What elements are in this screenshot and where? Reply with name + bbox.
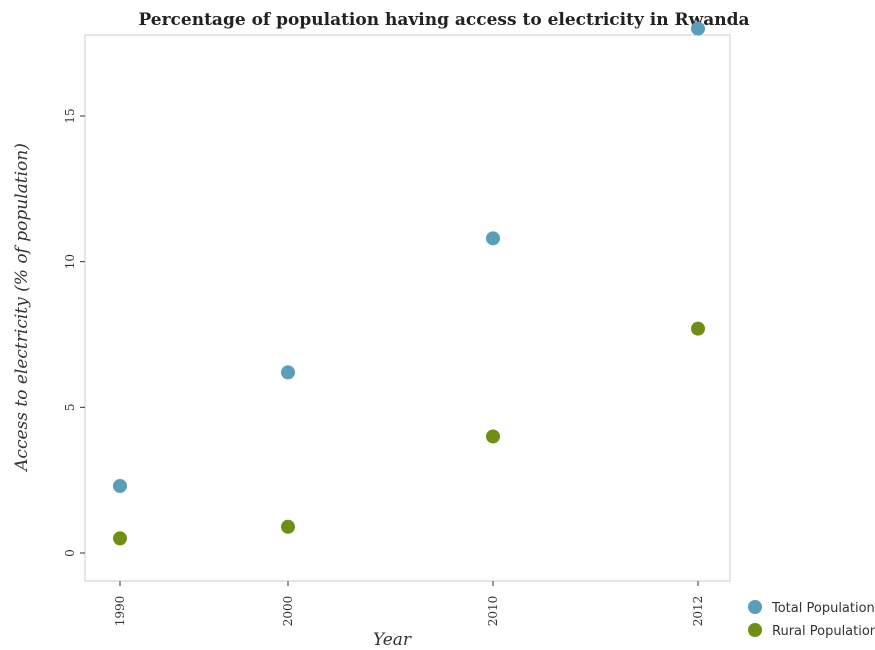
- plot-frame: [84, 34, 731, 582]
- legend-label: Total Population: [771, 601, 875, 616]
- data-point-rural-population: [281, 519, 295, 534]
- data-point-rural-population: [113, 531, 127, 546]
- y-tick-label: 10: [63, 254, 77, 269]
- chart-title: Percentage of population having access t…: [138, 10, 749, 30]
- legend-marker: [748, 623, 762, 637]
- x-tick-label: 2010: [486, 596, 500, 627]
- y-axis: 0 5 10 15: [63, 108, 85, 557]
- y-tick-label: 5: [63, 404, 77, 412]
- data-point-total-population: [486, 231, 500, 246]
- x-tick-label: 1990: [113, 596, 127, 627]
- data-point-total-population: [113, 478, 127, 493]
- legend-marker: [748, 600, 762, 614]
- data-point-rural-population: [691, 321, 705, 336]
- y-tick-label: 15: [63, 108, 77, 123]
- legend: Total Population Rural Population: [748, 600, 875, 639]
- x-axis-title: Year: [373, 630, 412, 650]
- x-tick-label: 2012: [691, 596, 705, 627]
- data-point-total-population: [691, 21, 705, 36]
- data-point-total-population: [281, 365, 295, 380]
- x-axis: 1990 2000 2010 2012: [113, 581, 705, 626]
- data-point-rural-population: [486, 429, 500, 444]
- x-tick-label: 2000: [281, 596, 295, 627]
- legend-label: Rural Population: [772, 624, 875, 639]
- data-points: [113, 21, 705, 546]
- y-tick-label: 0: [63, 549, 77, 557]
- y-axis-title: Access to electricity (% of population): [12, 143, 32, 473]
